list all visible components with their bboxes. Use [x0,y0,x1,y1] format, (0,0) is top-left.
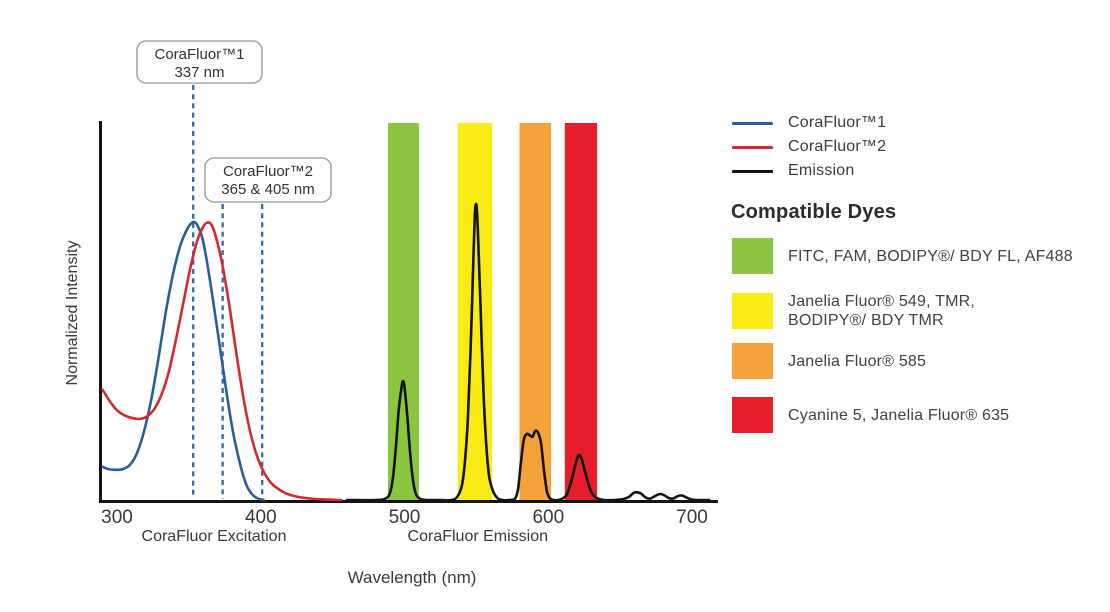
annotation-wavelength: 365 & 405 nm [221,181,314,198]
dye-label-line: Janelia Fluor® 585 [788,352,927,370]
legend-item-corafluor2: CoraFluor™2 [732,138,886,156]
dye-band-3 [564,123,598,500]
legend-item-label: Emission [788,162,855,179]
dye-label-line: Cyanine 5, Janelia Fluor® 635 [788,406,1010,424]
legend-item-label: CoraFluor™1 [788,114,887,131]
x-tick-label-600: 600 [532,507,564,528]
x-tick-label-700: 700 [676,507,708,528]
dye-item-label: Cyanine 5, Janelia Fluor® 635 [788,406,1009,425]
dye-color-swatch [732,343,773,379]
series-curve-2 [345,202,711,502]
series-curve-1 [101,221,343,502]
dye-band-layer [388,123,598,500]
legend-line-swatch [732,145,773,149]
legend-line-swatch [732,121,773,125]
legend-item-emission: Emission [732,162,855,180]
dye-label-line: BODIPY®/ BDY TMR [788,312,944,329]
axes-layer [99,121,718,503]
x-tick-label-500: 500 [389,507,421,528]
y-axis-title: Normalized Intensity [64,241,81,386]
dye-color-swatch [732,238,773,274]
dye-label-line: Janelia Fluor® 549, TMR, [788,293,976,310]
x-tick-label-400: 400 [245,507,277,528]
compatible-dyes-heading: Compatible Dyes [731,201,897,223]
axis-section-caption-0: CoraFluor Excitation [142,528,287,545]
annotation-title: CoraFluor™1 [154,46,244,63]
legend-item-label: CoraFluor™2 [788,138,887,155]
legend-item-corafluor1: CoraFluor™1 [732,114,886,132]
dye-color-swatch [732,293,773,329]
dye-label-line: FITC, FAM, BODIPY®/ BDY FL, AF488 [788,247,1073,265]
annotation-wavelength: 337 nm [174,64,224,81]
axis-labels-layer: 300 400 500 600 700 CoraFluor Excitation CoraF… [64,241,708,587]
annotation-corafluor1: CoraFluor™1 337 nm [136,40,263,84]
dye-item-label: FITC, FAM, BODIPY®/ BDY FL, AF488 [788,247,1073,266]
x-axis-title: Wavelength (nm) [348,568,477,587]
x-tick-label-300: 300 [101,507,133,528]
annotation-box [136,40,263,84]
dye-item-label: Janelia Fluor® 549, TMR, BODIPY®/ BDY TM… [788,292,975,330]
axis-section-caption-1: CoraFluor Emission [408,528,548,545]
legend-line-swatch [732,169,773,173]
dye-band-0 [388,123,419,500]
dye-color-swatch [732,397,773,433]
dye-item-red: Cyanine 5, Janelia Fluor® 635 [732,397,1009,433]
spectra-chart: 300 400 500 600 700 CoraFluor Excitation CoraF… [64,40,718,587]
annotation-box [204,157,332,203]
series-curve-0 [101,220,265,502]
dye-item-yellow: Janelia Fluor® 549, TMR, BODIPY®/ BDY TM… [732,292,975,330]
annotation-corafluor2: CoraFluor™2 365 & 405 nm [204,157,332,203]
annotation-title: CoraFluor™2 [223,163,313,180]
laser-line-layer [192,85,264,499]
dye-item-label: Janelia Fluor® 585 [788,352,926,371]
dye-item-orange: Janelia Fluor® 585 [732,343,926,379]
dye-item-green: FITC, FAM, BODIPY®/ BDY FL, AF488 [732,238,1073,274]
curves-layer [101,202,711,502]
